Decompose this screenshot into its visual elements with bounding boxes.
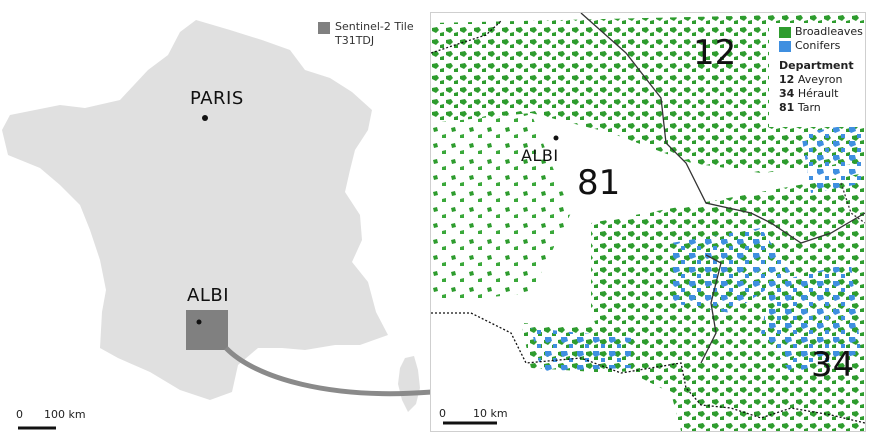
legend-dept-herault-name: Hérault xyxy=(797,87,839,100)
legend-dept-aveyron: 12 Aveyron xyxy=(779,73,842,87)
inset-arrow xyxy=(224,346,433,397)
broadleaf-area-north xyxy=(431,13,865,173)
left-scale-zero: 0 xyxy=(16,408,23,421)
tile-limit-dotted xyxy=(431,20,865,424)
boundary-tarn-aveyron xyxy=(580,13,865,244)
conifer-area-center xyxy=(671,228,791,313)
boundary-tarn-herault xyxy=(700,254,722,364)
legend-dept-tarn-code: 81 xyxy=(779,101,795,114)
city-label-albi-inset: ALBI xyxy=(521,146,559,165)
city-label-albi: ALBI xyxy=(187,285,229,306)
legend-department-heading: Department xyxy=(779,59,854,72)
forest-type-map: Broadleaves Conifers Department 12 Aveyr… xyxy=(430,12,866,432)
france-overview-map: Sentinel-2 Tile T31TDJ PARIS ALBI 0 100 … xyxy=(0,0,446,438)
legend-dept-herault: 34 Hérault xyxy=(779,87,838,101)
legend-background xyxy=(769,23,865,127)
legend-dept-tarn-name: Tarn xyxy=(797,101,821,114)
sentinel-tile-square xyxy=(186,310,228,350)
france-outline-svg xyxy=(2,20,446,430)
legend-dept-aveyron-code: 12 xyxy=(779,73,795,86)
albi-dot-inset xyxy=(553,135,559,141)
department-label-34: 34 xyxy=(811,345,855,385)
right-scale-value: 10 km xyxy=(473,407,508,420)
legend-conifers-label: Conifers xyxy=(795,39,841,52)
corsica-shape xyxy=(398,356,420,412)
left-scale-value: 100 km xyxy=(44,408,86,421)
conifer-area-east xyxy=(761,263,861,373)
legend-broadleaves-swatch xyxy=(779,27,791,38)
legend-dept-tarn: 81 Tarn xyxy=(779,101,821,115)
legend-dept-aveyron-name: Aveyron xyxy=(797,73,843,86)
tile-legend-line2: T31TDJ xyxy=(335,34,375,47)
department-label-12: 12 xyxy=(693,33,737,73)
legend-broadleaves-label: Broadleaves xyxy=(795,25,863,38)
paris-dot xyxy=(202,115,208,121)
forest-map-svg xyxy=(431,13,865,431)
tile-legend-swatch xyxy=(318,22,330,34)
tile-legend-line1: Sentinel-2 Tile xyxy=(335,20,414,33)
department-label-81: 81 xyxy=(577,163,621,203)
legend-conifers-swatch xyxy=(779,41,791,52)
conifer-area-northeast xyxy=(801,123,865,193)
france-mainland-shape xyxy=(2,20,388,400)
albi-dot xyxy=(196,319,202,325)
broadleaf-area-west xyxy=(431,113,571,303)
legend-dept-herault-code: 34 xyxy=(779,87,795,100)
right-scale-zero: 0 xyxy=(439,407,446,420)
city-label-paris: PARIS xyxy=(190,88,244,109)
